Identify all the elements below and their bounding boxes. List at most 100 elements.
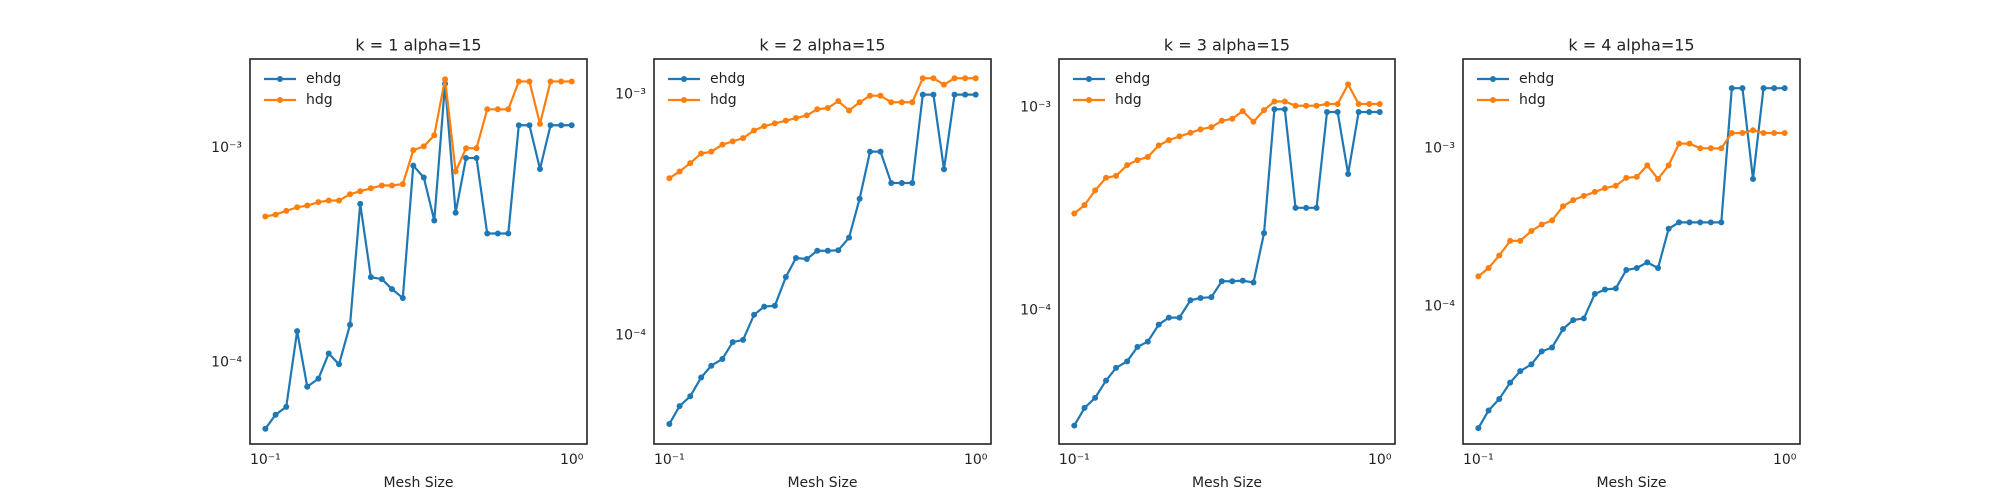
- subplot-title: k = 2 alpha=15: [759, 36, 885, 55]
- point: [1324, 108, 1331, 115]
- point: [1623, 174, 1630, 181]
- point: [676, 168, 683, 175]
- point: [1197, 294, 1204, 301]
- point: [761, 303, 768, 310]
- point: [751, 127, 758, 134]
- y-tick-label: 10⁻³: [1020, 99, 1051, 115]
- point: [835, 247, 842, 254]
- axes-frame: [1462, 58, 1801, 445]
- point: [1071, 210, 1078, 217]
- point: [357, 188, 364, 195]
- point: [1549, 217, 1556, 224]
- point: [846, 234, 853, 241]
- point: [526, 78, 533, 85]
- point: [803, 255, 810, 262]
- point: [294, 204, 301, 211]
- point: [877, 92, 884, 99]
- point: [1113, 364, 1120, 371]
- point: [1092, 187, 1099, 194]
- legend-marker: [1086, 97, 1092, 103]
- point: [1749, 175, 1756, 182]
- point: [972, 91, 979, 98]
- point: [1334, 108, 1341, 115]
- point: [463, 155, 470, 162]
- point: [410, 162, 417, 169]
- point: [494, 106, 501, 113]
- point: [420, 143, 427, 150]
- point: [304, 383, 311, 390]
- point: [1313, 204, 1320, 211]
- y-tick-label: 10⁻³: [615, 87, 646, 103]
- point: [1165, 137, 1172, 144]
- point: [1728, 129, 1735, 136]
- point: [1239, 277, 1246, 284]
- point: [378, 276, 385, 283]
- series-line: [1477, 87, 1785, 429]
- point: [1208, 124, 1215, 131]
- point: [494, 230, 501, 237]
- point: [1124, 358, 1131, 365]
- point: [505, 230, 512, 237]
- legend: ehdg hdg: [1073, 71, 1150, 108]
- axes-frame: [249, 58, 588, 445]
- point: [962, 91, 969, 98]
- point: [283, 207, 290, 214]
- y-tick-label: 10⁻⁴: [615, 328, 646, 344]
- point: [1124, 162, 1131, 169]
- point: [1134, 157, 1141, 164]
- point: [1528, 361, 1535, 368]
- x-axis-label: Mesh Size: [1192, 475, 1262, 491]
- point: [262, 213, 269, 220]
- point: [792, 254, 799, 261]
- point: [930, 75, 937, 82]
- subplot: k = 1 alpha=15 Mesh Size 10⁻¹ 10⁰ 10⁻⁴ 10⁻³ eh…: [211, 36, 588, 491]
- point: [930, 91, 937, 98]
- y-tick-label: 10⁻³: [211, 140, 242, 156]
- legend-marker: [681, 76, 687, 82]
- point: [1197, 126, 1204, 133]
- series: [1475, 85, 1788, 432]
- legend: ehdg hdg: [1477, 71, 1554, 108]
- point: [1366, 108, 1373, 115]
- point: [1560, 326, 1567, 333]
- point: [505, 106, 512, 113]
- y-tick-label: 10⁻⁴: [1424, 298, 1455, 314]
- point: [1103, 377, 1110, 384]
- point: [898, 179, 905, 186]
- point: [856, 195, 863, 202]
- point: [1760, 85, 1767, 92]
- point: [1071, 422, 1078, 429]
- point: [1081, 202, 1088, 209]
- legend-marker: [1086, 76, 1092, 82]
- point: [325, 350, 332, 357]
- point: [1749, 127, 1756, 134]
- point: [1229, 278, 1236, 285]
- point: [1507, 379, 1514, 386]
- point: [1739, 85, 1746, 92]
- point: [740, 336, 747, 343]
- subplot: k = 4 alpha=15 Mesh Size 10⁻¹ 10⁰ 10⁻⁴ 10⁻³ eh…: [1424, 36, 1801, 491]
- point: [399, 181, 406, 188]
- point: [1707, 145, 1714, 152]
- x-axis-label: Mesh Size: [1596, 475, 1666, 491]
- point: [951, 75, 958, 82]
- x-axis-label: Mesh Size: [383, 475, 453, 491]
- point: [962, 75, 969, 82]
- point: [835, 98, 842, 105]
- point: [824, 105, 831, 112]
- point: [1644, 162, 1651, 169]
- point: [1229, 115, 1236, 122]
- point: [1676, 140, 1683, 147]
- point: [1324, 101, 1331, 108]
- point: [1686, 219, 1693, 226]
- point: [347, 191, 354, 198]
- point: [388, 286, 395, 293]
- point: [1697, 145, 1704, 152]
- point: [708, 362, 715, 369]
- legend-label: ehdg: [306, 71, 341, 87]
- point: [442, 76, 449, 83]
- point: [1538, 348, 1545, 355]
- point: [367, 274, 374, 281]
- point: [1303, 204, 1310, 211]
- point: [1633, 173, 1640, 180]
